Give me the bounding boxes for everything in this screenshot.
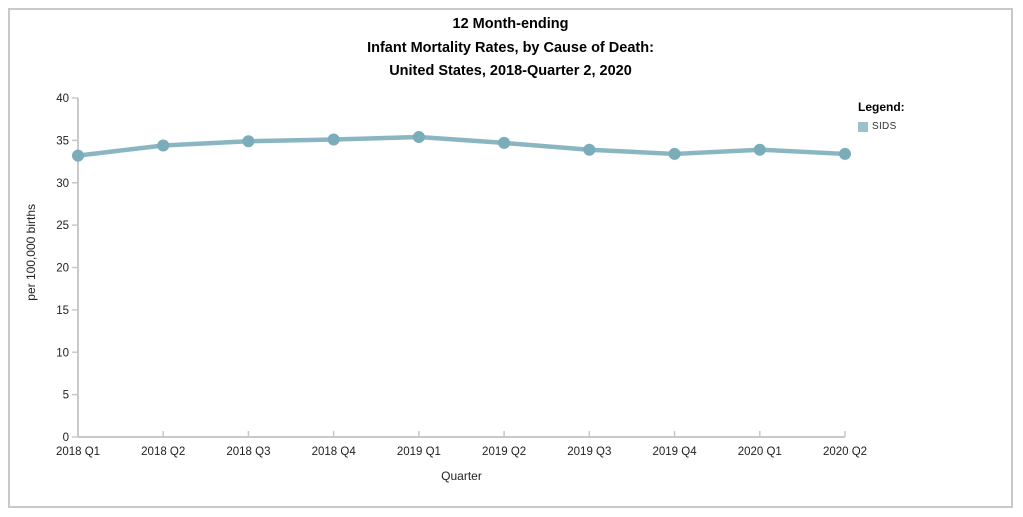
y-tick-label: 40	[56, 93, 69, 105]
y-tick-label: 15	[56, 305, 69, 317]
line-chart: 0 5 10 15 20 25 30 35 40 2018 Q1 2018 Q2 2018 Q3 201…	[56, 93, 867, 458]
x-tick-label: 2019 Q2	[482, 446, 526, 458]
legend-title: Legend:	[858, 100, 905, 114]
y-axis-title: per 100,000 births	[24, 204, 38, 301]
data-point[interactable]	[498, 136, 511, 149]
x-tick-label: 2019 Q1	[397, 446, 441, 458]
x-tick-label: 2019 Q3	[567, 446, 611, 458]
data-point[interactable]	[327, 133, 340, 146]
chart-title-line-3: United States, 2018-Quarter 2, 2020	[389, 63, 632, 79]
y-tick-label: 5	[63, 390, 69, 402]
y-tick-label: 20	[56, 263, 69, 275]
chart-title-line-1: 12 Month-ending	[452, 16, 569, 32]
series-line	[75, 134, 848, 158]
x-tick-label: 2020 Q2	[823, 446, 867, 458]
y-tick-label: 30	[56, 178, 69, 190]
data-point[interactable]	[242, 135, 255, 148]
data-point[interactable]	[668, 147, 681, 160]
data-point[interactable]	[412, 130, 425, 143]
legend-item-label: SIDS	[872, 121, 897, 132]
y-tick-label: 0	[63, 432, 69, 444]
data-point[interactable]	[583, 143, 596, 156]
y-tick-label: 10	[56, 347, 69, 359]
data-point[interactable]	[157, 139, 170, 152]
data-point[interactable]	[72, 149, 84, 162]
data-point[interactable]	[839, 147, 851, 160]
legend-swatch-icon	[858, 121, 868, 132]
legend: Legend: SIDS	[858, 100, 905, 132]
x-tick-label: 2019 Q4	[652, 446, 697, 458]
y-tick-label: 35	[56, 135, 69, 147]
x-tick-label: 2018 Q3	[226, 446, 270, 458]
x-axis-title: Quarter	[441, 469, 482, 483]
chart-panel: 12 Month-ending Infant Mortality Rates, …	[8, 8, 1013, 508]
legend-item-sids: SIDS	[858, 121, 905, 132]
x-tick-label: 2018 Q1	[56, 446, 100, 458]
y-tick-label: 25	[56, 220, 69, 232]
x-tick-label: 2018 Q4	[312, 446, 357, 458]
data-point[interactable]	[753, 143, 766, 156]
chart-title: 12 Month-ending Infant Mortality Rates, …	[10, 13, 1011, 84]
x-tick-label: 2018 Q2	[141, 446, 185, 458]
x-tick-label: 2020 Q1	[738, 446, 782, 458]
chart-title-line-2: Infant Mortality Rates, by Cause of Deat…	[367, 39, 654, 56]
